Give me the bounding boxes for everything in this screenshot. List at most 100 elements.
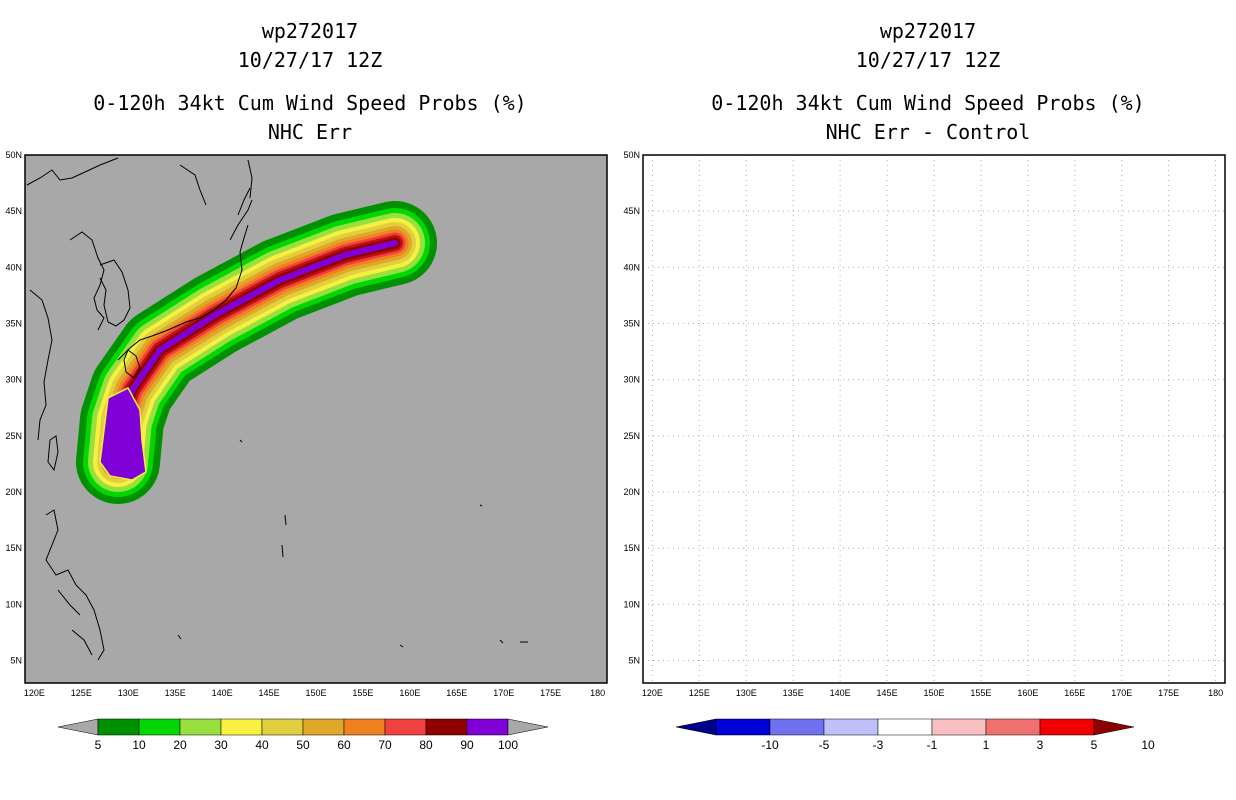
right-map-frame (642, 154, 1226, 684)
left-colorbar-min-arrow (57, 718, 99, 736)
left-x-tick-150E: 150E (305, 688, 326, 698)
right-gridlines (643, 155, 1225, 683)
kyushu-coast (123, 349, 141, 379)
left-panel: wp272017 10/27/17 12Z 0-120h 34kt Cum Wi… (5, 19, 608, 752)
right-colorbar-label: 5 (1091, 738, 1098, 752)
left-colorbar-swatch (343, 718, 386, 736)
right-x-tick-180: 180 (1208, 688, 1223, 698)
left-x-tick-140E: 140E (212, 688, 233, 698)
left-x-tick-145E: 145E (259, 688, 280, 698)
left-y-tick-25N: 25N (5, 431, 22, 441)
left-colorbar-label: 50 (296, 738, 310, 752)
left-colorbar-swatch (97, 718, 140, 736)
right-colorbar: -10 -5 -3 -1 1 3 5 10 (675, 718, 1155, 752)
right-x-tick-165E: 165E (1064, 688, 1085, 698)
probability-swath (76, 201, 437, 504)
right-colorbar-swatch (715, 718, 771, 736)
left-x-tick-130E: 130E (118, 688, 139, 698)
left-y-tick-45N: 45N (5, 206, 22, 216)
right-colorbar-swatch (769, 718, 825, 736)
left-colorbar-label: 40 (255, 738, 269, 752)
left-colorbar-label: 80 (419, 738, 433, 752)
left-colorbar-label: 90 (460, 738, 474, 752)
left-y-tick-50N: 50N (5, 150, 22, 160)
korea-coast (99, 259, 131, 327)
left-colorbar-label: 100 (498, 738, 518, 752)
right-colorbar-label: -1 (927, 738, 938, 752)
right-x-tick-175E: 175E (1158, 688, 1179, 698)
right-y-tick-5N: 5N (628, 656, 640, 666)
left-x-tick-165E: 165E (446, 688, 467, 698)
left-x-tick-170E: 170E (493, 688, 514, 698)
sakhalin-coast (179, 159, 253, 206)
right-colorbar-label: 1 (983, 738, 990, 752)
right-colorbar-max-arrow (1093, 718, 1135, 736)
left-colorbar-max-arrow (507, 718, 549, 736)
left-colorbar-swatch (179, 718, 222, 736)
left-colorbar-swatch (384, 718, 427, 736)
right-y-tick-45N: 45N (623, 206, 640, 216)
right-x-tick-150E: 150E (923, 688, 944, 698)
right-y-tick-40N: 40N (623, 262, 640, 272)
left-colorbar-label: 5 (95, 738, 102, 752)
right-panel: wp272017 10/27/17 12Z 0-120h 34kt Cum Wi… (623, 19, 1226, 752)
right-title-date: 10/27/17 12Z (856, 48, 1001, 72)
right-x-tick-135E: 135E (783, 688, 804, 698)
left-x-tick-175E: 175E (540, 688, 561, 698)
left-title-product: 0-120h 34kt Cum Wind Speed Probs (%) (93, 91, 526, 115)
right-title-run: NHC Err - Control (826, 120, 1031, 144)
right-y-tick-10N: 10N (623, 599, 640, 609)
left-coastlines (26, 157, 528, 661)
right-colorbar-label: -5 (819, 738, 830, 752)
left-y-tick-20N: 20N (5, 487, 22, 497)
left-colorbar-swatch (220, 718, 263, 736)
right-colorbar-swatch (1039, 718, 1095, 736)
right-x-tick-125E: 125E (689, 688, 710, 698)
left-colorbar-swatch (261, 718, 304, 736)
right-colorbar-swatch (931, 718, 987, 736)
left-x-tick-125E: 125E (71, 688, 92, 698)
right-colorbar-min-arrow (675, 718, 717, 736)
left-y-tick-40N: 40N (5, 262, 22, 272)
right-x-tick-160E: 160E (1017, 688, 1038, 698)
left-colorbar-label: 70 (378, 738, 392, 752)
left-x-tick-135E: 135E (165, 688, 186, 698)
taiwan-coast (47, 435, 59, 472)
left-x-tick-180: 180 (590, 688, 605, 698)
right-y-tick-50N: 50N (623, 150, 640, 160)
pacific-islands (177, 439, 528, 648)
right-title-product: 0-120h 34kt Cum Wind Speed Probs (%) (711, 91, 1144, 115)
right-y-tick-15N: 15N (623, 543, 640, 553)
left-x-tick-120E: 120E (24, 688, 45, 698)
right-x-tick-155E: 155E (970, 688, 991, 698)
left-colorbar-swatch (466, 718, 509, 736)
left-title-date: 10/27/17 12Z (238, 48, 383, 72)
right-colorbar-label: -10 (761, 738, 779, 752)
right-colorbar-swatch (877, 718, 933, 736)
right-title-storm: wp272017 (880, 19, 976, 43)
right-y-tick-30N: 30N (623, 375, 640, 385)
right-x-tick-140E: 140E (830, 688, 851, 698)
right-colorbar-label: 3 (1037, 738, 1044, 752)
right-y-tick-25N: 25N (623, 431, 640, 441)
left-colorbar: 5 10 20 30 40 50 60 70 80 90 100 (57, 718, 549, 752)
japan-coast (117, 187, 253, 361)
left-axis-ticks: 120E 125E 130E 135E 140E 145E 150E 155E 160E 165E… (5, 150, 605, 698)
left-y-tick-35N: 35N (5, 319, 22, 329)
asia-coast (26, 157, 119, 441)
left-y-tick-15N: 15N (5, 543, 22, 553)
left-title-run: NHC Err (268, 120, 352, 144)
right-x-tick-120E: 120E (642, 688, 663, 698)
right-colorbar-label: 10 (1141, 738, 1155, 752)
swath-core-100 (99, 387, 147, 481)
right-x-tick-130E: 130E (736, 688, 757, 698)
philippines-coast (45, 509, 105, 661)
left-colorbar-swatch (425, 718, 468, 736)
left-x-tick-160E: 160E (399, 688, 420, 698)
right-axis-ticks: 120E 125E 130E 135E 140E 145E 150E 155E 160E 165E… (623, 150, 1223, 698)
left-y-tick-30N: 30N (5, 375, 22, 385)
left-colorbar-swatch (302, 718, 345, 736)
right-map-background (643, 155, 1225, 683)
right-y-tick-20N: 20N (623, 487, 640, 497)
left-title-storm: wp272017 (262, 19, 358, 43)
